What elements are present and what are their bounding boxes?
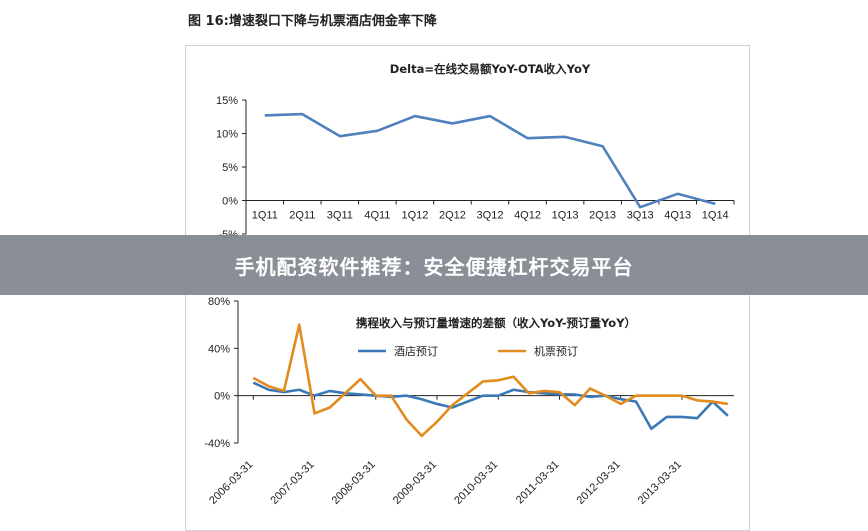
chart-panel-bottom: 80% 40% 0% -40% 2006-03-31 2007-03-31 2008-03-…	[185, 295, 750, 531]
x-tick-label: 2007-03-31	[268, 459, 316, 507]
x-tick-label: 2012-03-31	[575, 459, 623, 507]
x-tick-label: 2Q13	[589, 210, 616, 222]
y-tick-label: -40%	[204, 438, 230, 450]
x-tick-label: 3Q13	[627, 210, 654, 222]
chart-title: Delta=在线交易额YoY-OTA收入YoY	[390, 62, 591, 76]
ctrip-growth-gap-chart: 80% 40% 0% -40% 2006-03-31 2007-03-31 2008-03-…	[204, 296, 734, 507]
legend-label: 酒店预订	[394, 344, 438, 358]
x-tick-label: 2006-03-31	[207, 459, 255, 507]
x-tick-label: 1Q13	[552, 210, 579, 222]
commission-delta-chart: Delta=在线交易额YoY-OTA收入YoY15%10%5%0%-5%1Q11…	[216, 62, 735, 241]
x-tick-label: 2009-03-31	[391, 459, 439, 507]
y-tick-label: 15%	[216, 95, 238, 107]
x-tick-label: 2Q12	[439, 210, 466, 222]
x-tick-label: 2013-03-31	[636, 459, 684, 507]
y-tick-label: 0%	[222, 196, 238, 208]
banner-text: 手机配资软件推荐：安全便捷杠杆交易平台	[234, 254, 634, 279]
x-tick-label: 2Q11	[289, 210, 315, 222]
y-tick-label: 40%	[208, 343, 230, 355]
y-tick-label: 0%	[214, 391, 230, 403]
series-line	[252, 323, 729, 438]
x-tick-label: 1Q14	[702, 210, 729, 222]
x-tick-label: 2010-03-31	[452, 459, 500, 507]
x-tick-label: 1Q11	[252, 210, 278, 222]
x-tick-label: 4Q12	[514, 210, 541, 222]
x-tick-label: 4Q11	[364, 210, 390, 222]
x-tick-label: 2008-03-31	[330, 459, 378, 507]
chart-panel-top: Delta=在线交易额YoY-OTA收入YoY15%10%5%0%-5%1Q11…	[185, 45, 750, 241]
y-tick-label: 5%	[222, 162, 238, 174]
figure-title: 图 16:增速裂口下降与机票酒店佣金率下降	[188, 14, 437, 29]
legend-label: 机票预订	[534, 344, 578, 358]
overlay-banner[interactable]: 手机配资软件推荐：安全便捷杠杆交易平台	[0, 235, 868, 295]
x-tick-label: 1Q12	[401, 210, 428, 222]
x-tick-label: 4Q13	[664, 210, 691, 222]
chart-title: 携程收入与预订量增速的差额（收入YoY-预订量YoY）	[356, 316, 636, 330]
y-tick-label: 10%	[216, 129, 238, 141]
y-tick-label: 80%	[208, 296, 230, 308]
series-line	[264, 112, 716, 209]
x-tick-label: 3Q12	[477, 210, 504, 222]
series-line	[252, 381, 729, 431]
x-tick-label: 2011-03-31	[514, 459, 562, 507]
x-tick-label: 3Q11	[327, 210, 353, 222]
